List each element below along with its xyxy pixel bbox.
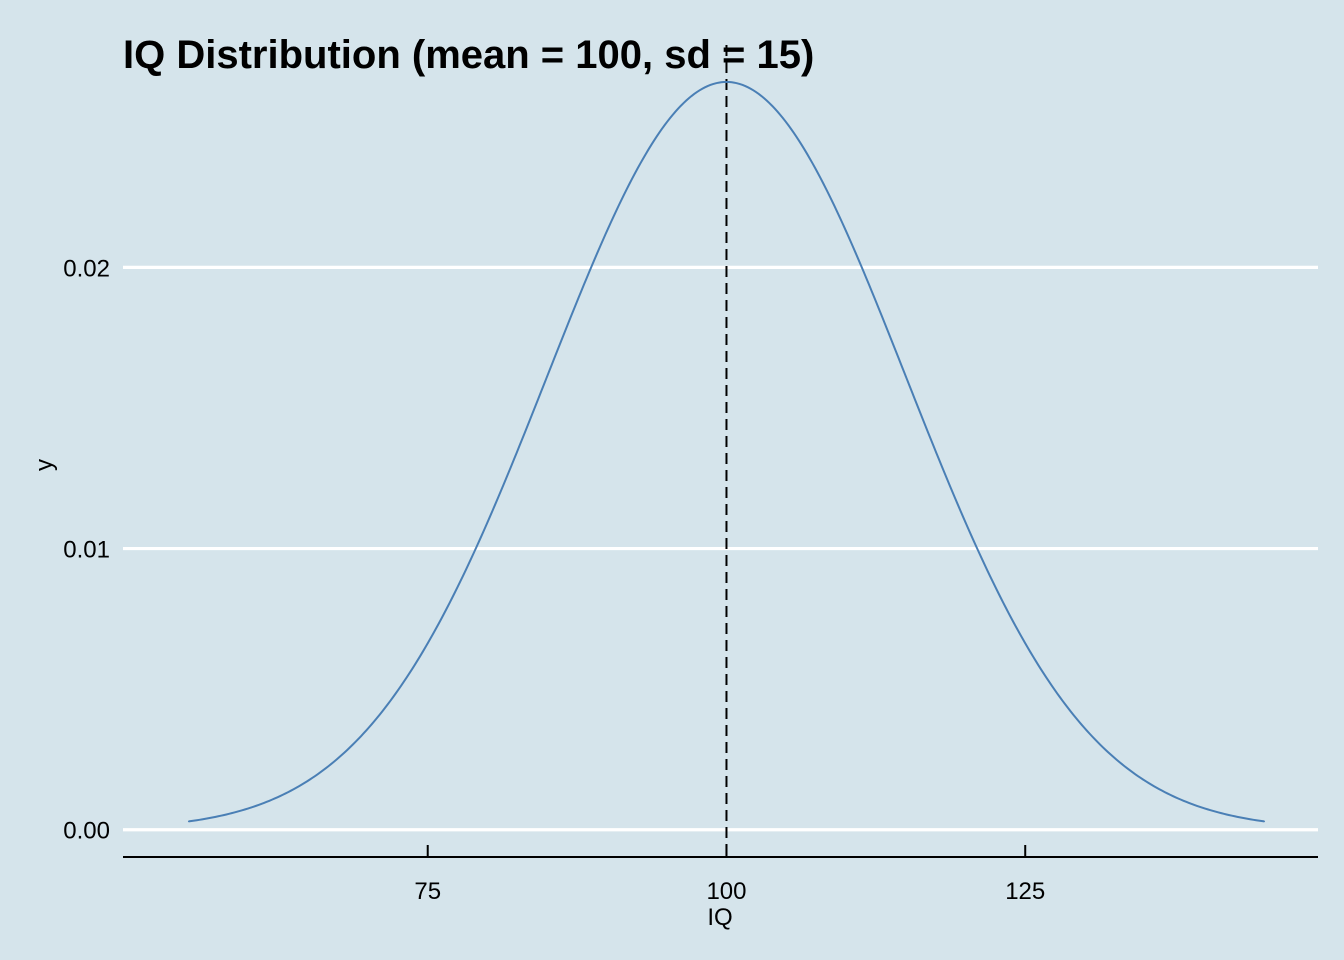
series-layer — [187, 80, 1266, 823]
data-point — [546, 375, 549, 377]
data-point — [426, 642, 429, 645]
data-point — [904, 375, 907, 377]
axes: 0.00 0.01 0.02 75 100 125 — [63, 255, 1318, 905]
x-tick-label: 100 — [706, 878, 746, 905]
data-point — [665, 121, 668, 124]
y-tick-label: 0.01 — [63, 537, 110, 564]
data-point — [964, 521, 967, 524]
data-point — [1143, 779, 1146, 782]
data-point — [247, 807, 250, 810]
data-point — [187, 820, 190, 823]
data-point — [1263, 820, 1266, 823]
chart-title: IQ Distribution (mean = 100, sd = 15) — [123, 33, 814, 77]
data-point — [1024, 642, 1027, 645]
gridlines — [123, 265, 1318, 832]
x-tick-label: 75 — [414, 878, 441, 905]
y-tick-label: 0.00 — [63, 818, 110, 845]
data-point — [1203, 807, 1206, 810]
data-point — [307, 779, 310, 782]
y-axis-title: y — [31, 459, 58, 471]
data-point — [486, 521, 489, 524]
data-point — [725, 81, 728, 83]
data-point — [785, 121, 788, 124]
data-point — [606, 230, 608, 232]
data-point — [1084, 727, 1086, 730]
x-tick-label: 125 — [1005, 878, 1045, 905]
x-axis-title: IQ — [707, 904, 732, 931]
data-point — [845, 230, 847, 232]
y-tick-label: 0.02 — [63, 255, 110, 282]
data-point — [367, 727, 369, 730]
